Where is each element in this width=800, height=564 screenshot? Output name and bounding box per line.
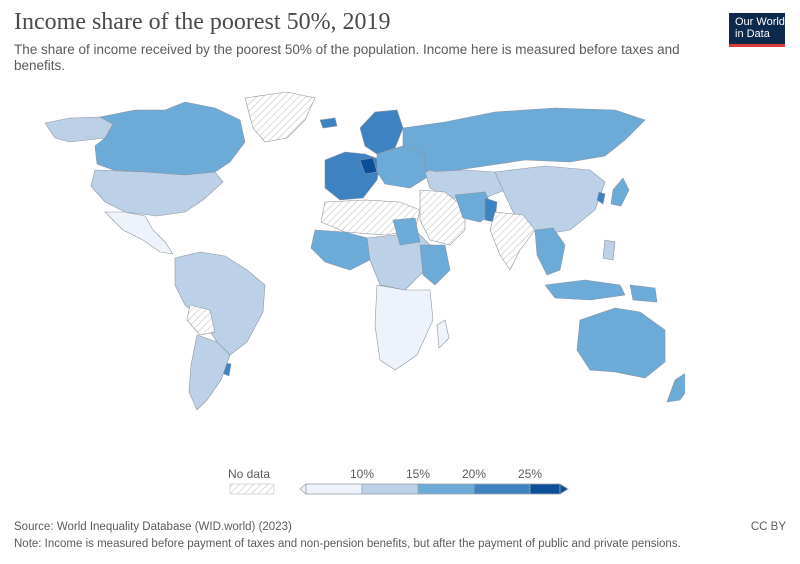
- region-united-states[interactable]: [90, 169, 224, 217]
- region-indonesia[interactable]: [544, 279, 626, 301]
- logo-line-1: Our World: [735, 16, 785, 28]
- map-legend: No data 10% 15% 20% 25%: [228, 467, 569, 495]
- legend-bin-3[interactable]: [473, 483, 531, 495]
- region-east-africa[interactable]: [419, 244, 451, 286]
- region-southeast-asia[interactable]: [534, 227, 566, 276]
- logo-line-2: in Data: [735, 28, 770, 40]
- region-west-africa[interactable]: [310, 229, 371, 271]
- note-text: Note: Income is measured before payment …: [14, 538, 681, 550]
- region-scandinavia[interactable]: [359, 109, 404, 155]
- legend-bin-2[interactable]: [417, 483, 475, 495]
- world-map[interactable]: [25, 80, 685, 410]
- legend-bin-0[interactable]: [305, 483, 363, 495]
- region-russia[interactable]: [402, 107, 646, 173]
- region-mexico[interactable]: [104, 211, 174, 255]
- legend-bin-4[interactable]: [529, 483, 561, 495]
- region-madagascar[interactable]: [436, 319, 450, 349]
- region-sudan[interactable]: [392, 217, 421, 246]
- region-australia[interactable]: [576, 307, 666, 379]
- region-southern-cone[interactable]: [188, 334, 231, 410]
- legend-no-data-swatch[interactable]: [229, 483, 275, 495]
- region-japan[interactable]: [610, 177, 630, 207]
- legend-tick-15: 15%: [406, 467, 430, 481]
- legend-tick-25: 25%: [518, 467, 542, 481]
- legend-arrow-left: [299, 483, 307, 495]
- legend-bin-1[interactable]: [361, 483, 419, 495]
- legend-tick-20: 20%: [462, 467, 486, 481]
- region-southern-africa[interactable]: [374, 284, 434, 371]
- region-south-america-north[interactable]: [174, 251, 266, 356]
- region-iceland[interactable]: [319, 117, 338, 129]
- legend-arrow-right: [559, 483, 569, 495]
- region-alaska[interactable]: [44, 116, 114, 143]
- region-papua[interactable]: [629, 284, 658, 303]
- source-text: Source: World Inequality Database (WID.w…: [14, 521, 292, 533]
- region-philippines[interactable]: [602, 239, 616, 261]
- region-greenland[interactable]: [244, 91, 316, 143]
- legend-no-data-label: No data: [228, 467, 270, 481]
- region-korea[interactable]: [596, 191, 606, 205]
- region-middle-east[interactable]: [419, 189, 466, 246]
- owid-logo[interactable]: Our World in Data: [729, 13, 785, 47]
- license-link[interactable]: CC BY: [750, 521, 786, 533]
- chart-subtitle: The share of income received by the poor…: [14, 42, 680, 73]
- legend-tick-10: 10%: [350, 467, 374, 481]
- region-canada[interactable]: [94, 101, 246, 176]
- region-bolivia[interactable]: [186, 304, 216, 336]
- region-india[interactable]: [489, 211, 536, 271]
- region-new-zealand[interactable]: [666, 368, 685, 403]
- chart-title: Income share of the poorest 50%, 2019: [14, 9, 391, 35]
